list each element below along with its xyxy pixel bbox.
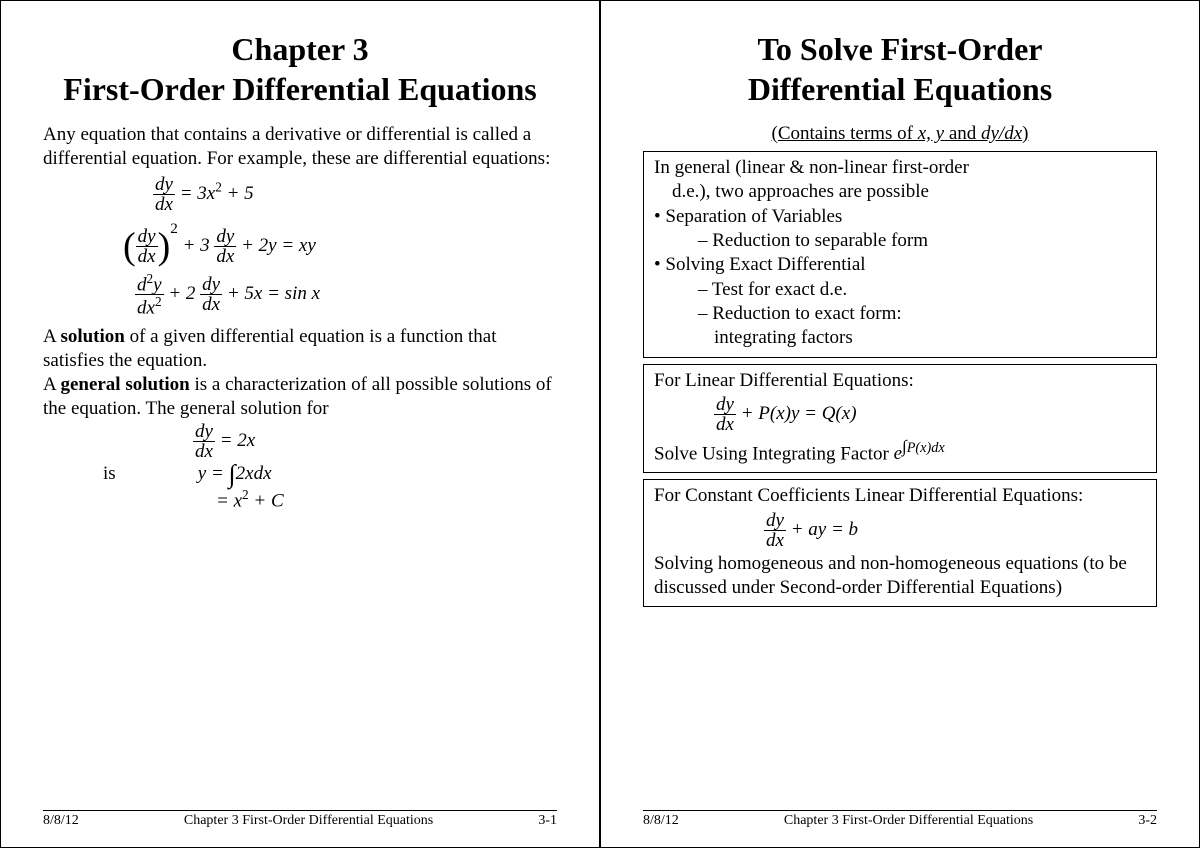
title2-line2: Differential Equations <box>748 71 1052 107</box>
eq2-tail: + 2y = xy <box>241 235 316 256</box>
footer-center-2: Chapter 3 First-Order Differential Equat… <box>784 813 1033 829</box>
b1-b1: • Separation of Variables <box>654 205 1146 229</box>
footer-pagenum-1: 3-1 <box>538 813 557 829</box>
page2-content: To Solve First-Order Differential Equati… <box>643 29 1157 808</box>
b2-eq-den: dx <box>714 415 736 434</box>
page2-footer: 8/8/12 Chapter 3 First-Order Differentia… <box>643 808 1157 835</box>
eq3-f2num: dy <box>200 275 222 295</box>
b1-b2c: integrating factors <box>654 326 1146 350</box>
b2-if-base: e <box>894 443 902 464</box>
slide-page-1: Chapter 3 First-Order Differential Equat… <box>0 0 600 848</box>
equation-1: dy dx = 3x2 + 5 <box>153 175 557 214</box>
is-label: is <box>43 463 193 485</box>
eq2-psup: 2 <box>170 220 178 237</box>
equation-2: ( dy dx )2 + 3 dy dx + 2y = xy <box>123 220 557 266</box>
page1-content: Chapter 3 First-Order Differential Equat… <box>43 29 557 808</box>
eq2-mid: + 3 <box>183 235 210 256</box>
eq4-den: dx <box>193 442 215 461</box>
title-line2: First-Order Differential Equations <box>63 71 536 107</box>
equation-4: dy dx = 2x <box>193 422 557 461</box>
eq6-lhs: = x <box>216 491 242 512</box>
eq3-dx: dx <box>137 297 155 318</box>
page1-para2: A solution of a given differential equat… <box>43 325 557 373</box>
eq3-tail: + 5x = sin x <box>227 283 320 304</box>
page1-para3: A general solution is a characterization… <box>43 373 557 421</box>
b3-l3: Solving homogeneous and non-homogeneous … <box>654 552 1146 601</box>
b3-l1: For Constant Coefficients Linear Differe… <box>654 484 1146 508</box>
eq3-f2den: dx <box>200 295 222 314</box>
b1-b2a: – Test for exact d.e. <box>654 278 1146 302</box>
b3-eq-num: dy <box>764 511 786 531</box>
b2-eq-num: dy <box>714 395 736 415</box>
eq4-num: dy <box>193 422 215 442</box>
eq1-den: dx <box>153 195 175 214</box>
eq3-dx-sup: 2 <box>155 294 162 309</box>
eq3-y: y <box>153 274 161 295</box>
b3-eq: dy dx + ay = b <box>764 511 1146 550</box>
equation-6: = x2 + C <box>216 487 557 512</box>
p2b: solution <box>60 326 124 347</box>
b1-l1: In general (linear & non-linear first-or… <box>654 156 1146 180</box>
b1-l1b: d.e.), two approaches are possible <box>654 180 1146 204</box>
box-general-approaches: In general (linear & non-linear first-or… <box>643 151 1157 358</box>
b2-if-exp: P(x)dx <box>907 440 945 456</box>
b2-l3: Solve Using Integrating Factor e∫P(x)dx <box>654 436 1146 467</box>
eq3-d: d <box>137 274 147 295</box>
b2-l3-text: Solve Using Integrating Factor <box>654 443 894 464</box>
b1-b2b: – Reduction to exact form: <box>654 302 1146 326</box>
footer-date-2: 8/8/12 <box>643 813 679 829</box>
equation-5: is y = ∫2xdx <box>43 463 557 485</box>
title2-line1: To Solve First-Order <box>758 31 1043 67</box>
eq5-lhs: y = <box>198 463 229 484</box>
page1-footer: 8/8/12 Chapter 3 First-Order Differentia… <box>43 808 557 835</box>
page2-title: To Solve First-Order Differential Equati… <box>643 29 1157 109</box>
b3-eq-den: dx <box>764 531 786 550</box>
eq2-f2den: dx <box>214 247 236 266</box>
b2-eq: dy dx + P(x)y = Q(x) <box>714 395 1146 434</box>
footer-date-1: 8/8/12 <box>43 813 79 829</box>
eq5-rhs: 2xdx <box>236 463 272 484</box>
b1-b2: • Solving Exact Differential <box>654 253 1146 277</box>
b1-b1a: – Reduction to separable form <box>654 229 1146 253</box>
box-constant-coeff: For Constant Coefficients Linear Differe… <box>643 479 1157 607</box>
slide-page-2: To Solve First-Order Differential Equati… <box>600 0 1200 848</box>
eq2-f2num: dy <box>214 227 236 247</box>
footer-center-1: Chapter 3 First-Order Differential Equat… <box>184 813 433 829</box>
eq3-f1num: d2y <box>135 272 164 295</box>
equation-3: d2y dx2 + 2 dy dx + 5x = sin x <box>135 272 557 318</box>
eq1-tail: + 5 <box>222 182 254 203</box>
eq3-mid: + 2 <box>168 283 195 304</box>
eq2-pnum: dy <box>136 227 158 247</box>
p3b: general solution <box>60 374 189 395</box>
p3a: A <box>43 374 60 395</box>
footer-rule-2 <box>643 810 1157 811</box>
footer-pagenum-2: 3-2 <box>1138 813 1157 829</box>
page1-intro: Any equation that contains a derivative … <box>43 123 557 171</box>
b2-eq-tail: + P(x)y = Q(x) <box>741 403 857 424</box>
eq2-pden: dx <box>136 247 158 266</box>
title-line1: Chapter 3 <box>231 31 368 67</box>
eq1-sup: 2 <box>215 179 222 194</box>
eq3-f1den: dx2 <box>135 295 164 317</box>
b3-eq-tail: + ay = b <box>791 519 858 540</box>
p2a: A <box>43 326 60 347</box>
eq1-num: dy <box>153 175 175 195</box>
eq4-rhs: = 2x <box>220 430 256 451</box>
page1-title: Chapter 3 First-Order Differential Equat… <box>43 29 557 109</box>
page2-subtitle: (Contains terms of x, y and dy/dx) <box>643 123 1157 145</box>
footer-rule-1 <box>43 810 557 811</box>
box-linear-de: For Linear Differential Equations: dy dx… <box>643 364 1157 474</box>
b2-l1: For Linear Differential Equations: <box>654 369 1146 393</box>
eq6-sup: 2 <box>242 487 249 502</box>
eq6-tail: + C <box>249 491 284 512</box>
eq1-rhs: = 3x <box>180 182 216 203</box>
